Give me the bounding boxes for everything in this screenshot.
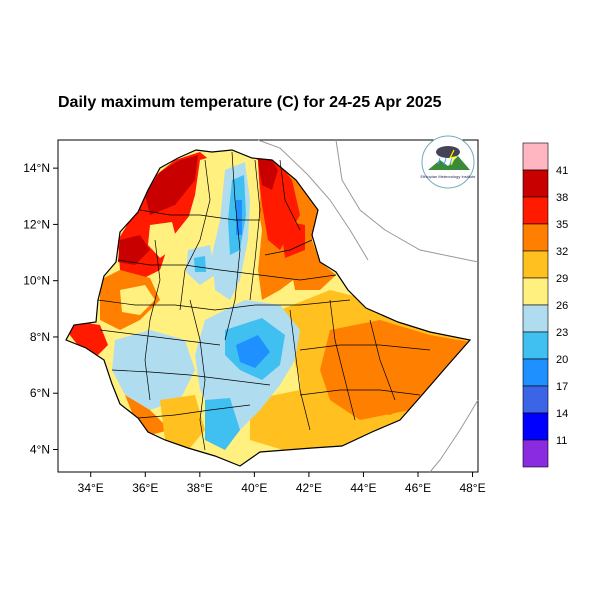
colorbar-label: 11: [556, 435, 567, 447]
colorbar-label: 41: [556, 165, 568, 177]
lat-tick-label: 4°N: [30, 442, 50, 456]
colorbar-swatch: [522, 385, 549, 414]
lon-tick-label: 40°E: [241, 481, 267, 495]
colorbar-label: 29: [556, 273, 568, 285]
colorbar-swatch: [522, 169, 549, 198]
lat-tick-label: 8°N: [30, 330, 50, 344]
colorbar-swatch: [522, 223, 549, 252]
latitude-axis: 14°N 12°N 10°N 8°N 6°N 4°N: [23, 161, 58, 456]
lon-tick-label: 46°E: [405, 481, 431, 495]
lat-tick-label: 6°N: [30, 386, 50, 400]
colorbar-label: 14: [556, 408, 568, 420]
lat-tick-label: 12°N: [23, 217, 50, 231]
lon-tick-label: 34°E: [78, 481, 104, 495]
lon-tick-label: 44°E: [350, 481, 376, 495]
logo-text: Ethiopian Meteorology Institute: [421, 174, 477, 179]
colorbar-label: 26: [556, 300, 568, 312]
colorbar-swatch: [522, 439, 549, 468]
colorbar: 41 38 35 32 29 26 23 20 17 14 11: [522, 142, 568, 468]
colorbar-swatch: [522, 358, 549, 387]
ethiopia-outline: [65, 149, 472, 467]
colorbar-swatch: [522, 277, 549, 306]
colorbar-label: 23: [556, 327, 568, 339]
lon-tick-label: 42°E: [296, 481, 322, 495]
colorbar-swatch: [522, 304, 549, 333]
colorbar-swatch: [522, 250, 549, 279]
colorbar-swatch: [522, 196, 549, 225]
colorbar-label: 20: [556, 354, 568, 366]
admin-boundaries: [97, 151, 431, 451]
lat-tick-label: 10°N: [23, 274, 50, 288]
colorbar-label: 35: [556, 219, 568, 231]
lon-tick-label: 48°E: [459, 481, 485, 495]
lat-tick-label: 14°N: [23, 161, 50, 175]
colorbar-swatch: [522, 412, 549, 441]
colorbar-label: 32: [556, 246, 568, 258]
colorbar-label: 17: [556, 381, 568, 393]
neighbor-borders: [257, 139, 479, 473]
lon-tick-label: 36°E: [132, 481, 158, 495]
longitude-axis: 34°E 36°E 38°E 40°E 42°E 44°E 46°E 48°E: [78, 472, 486, 495]
colorbar-label: 38: [556, 192, 568, 204]
colorbar-swatch: [522, 331, 549, 360]
logo: [421, 135, 475, 189]
lon-tick-label: 38°E: [187, 481, 213, 495]
map-title: Daily maximum temperature (C) for 24-25 …: [58, 94, 442, 111]
colorbar-swatch: [522, 142, 549, 171]
